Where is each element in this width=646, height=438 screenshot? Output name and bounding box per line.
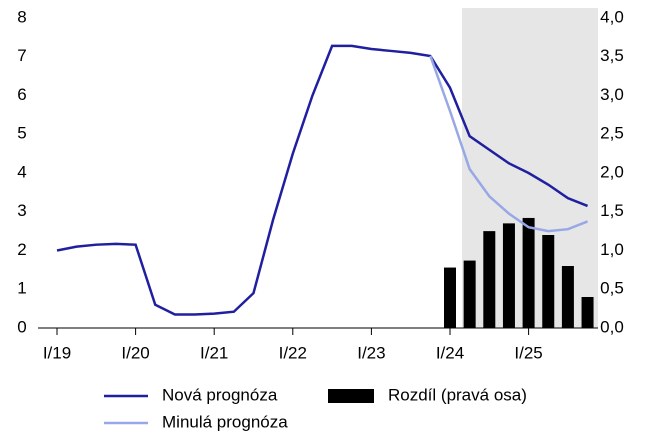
bar	[581, 297, 594, 328]
bar	[542, 235, 555, 328]
x-tick-label: I/20	[121, 343, 149, 362]
bar	[502, 223, 515, 328]
y-tick-label: 0	[17, 317, 26, 336]
y2-tick-label: 4,0	[600, 7, 624, 26]
legend-label: Nová prognóza	[162, 385, 278, 404]
y-tick-label: 3	[17, 201, 26, 220]
y-tick-label: 5	[17, 124, 26, 143]
x-tick-label: I/23	[357, 343, 385, 362]
y2-tick-label: 3,0	[600, 85, 624, 104]
legend-swatch	[328, 389, 374, 403]
y2-tick-label: 3,5	[600, 46, 624, 65]
x-tick-label: I/22	[279, 343, 307, 362]
y-tick-label: 4	[17, 162, 26, 181]
legend-label: Minulá prognóza	[162, 412, 288, 431]
x-tick-label: I/21	[200, 343, 228, 362]
y-tick-label: 7	[17, 46, 26, 65]
y-tick-label: 6	[17, 85, 26, 104]
line-series	[429, 55, 589, 233]
x-tick-label: I/25	[514, 343, 542, 362]
y2-tick-label: 0,5	[600, 279, 624, 298]
y2-tick-label: 1,5	[600, 201, 624, 220]
x-tick-label: I/24	[436, 343, 464, 362]
legend-label: Rozdíl (pravá osa)	[388, 385, 527, 404]
y-tick-label: 2	[17, 240, 26, 259]
y2-tick-label: 0,0	[600, 317, 624, 336]
bar	[561, 266, 574, 328]
bar	[444, 267, 456, 328]
y-tick-label: 8	[17, 7, 26, 26]
bar	[483, 231, 496, 328]
y-tick-label: 1	[17, 279, 26, 298]
bar	[463, 260, 476, 328]
y2-tick-label: 2,5	[600, 124, 624, 143]
bar	[522, 217, 535, 328]
y2-tick-label: 1,0	[600, 240, 624, 259]
line-series	[56, 44, 589, 316]
y2-tick-label: 2,0	[600, 162, 624, 181]
x-tick-label: I/19	[43, 343, 71, 362]
